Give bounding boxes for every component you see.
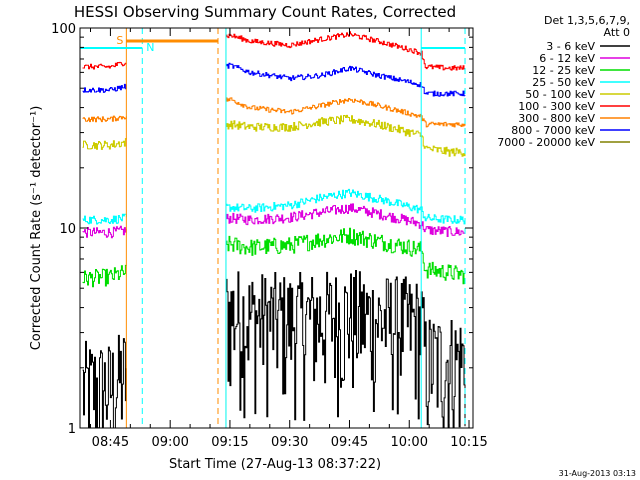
marker-layer: SN — [80, 28, 466, 428]
legend-label-3: 25 - 50 keV — [532, 76, 595, 89]
axis-layer: 08:45 09:00 09:15 09:30 09:45 10:00 10:15 1 10 10… — [51, 22, 488, 450]
series-4-line — [82, 114, 466, 157]
series-3-line — [82, 188, 466, 225]
legend-header-line2: Att 0 — [604, 26, 630, 39]
legend-label-0: 3 - 6 keV — [546, 40, 595, 53]
x-tick-label-0: 08:45 — [92, 435, 129, 450]
y-tick-label-0: 1 — [68, 422, 76, 437]
series-7-line — [82, 62, 466, 97]
series-1-line — [82, 203, 466, 239]
x-tick-label-6: 10:15 — [450, 435, 487, 450]
legend-header-line1: Det 1,3,5,6,7,9, — [544, 14, 630, 27]
timestamp: 31-Aug-2013 03:13 — [559, 469, 636, 478]
series-0-line — [82, 270, 466, 429]
night-flag-label: N — [146, 41, 154, 54]
x-tick-label-3: 09:30 — [271, 435, 308, 450]
legend-label-2: 12 - 25 keV — [532, 64, 595, 77]
series-layer — [82, 31, 466, 429]
x-axis-label: Start Time (27-Aug-13 08:37:22) — [169, 457, 381, 472]
legend-label-6: 300 - 800 keV — [518, 112, 595, 125]
x-tick-label-1: 09:00 — [151, 435, 188, 450]
legend-label-5: 100 - 300 keV — [518, 100, 595, 113]
legend-label-4: 50 - 100 keV — [525, 88, 595, 101]
series-6-line — [82, 97, 466, 128]
x-tick-label-4: 09:45 — [331, 435, 368, 450]
saa-flag-label: S — [116, 34, 123, 47]
y-tick-label-1: 10 — [59, 222, 76, 237]
y-axis-label: Corrected Count Rate (s⁻¹ detector⁻¹) — [29, 106, 44, 351]
legend-label-1: 6 - 12 keV — [539, 52, 595, 65]
series-5-line — [82, 31, 466, 71]
legend-label-7: 800 - 7000 keV — [511, 124, 595, 137]
y-tick-label-2: 100 — [51, 22, 76, 37]
x-tick-label-2: 09:15 — [211, 435, 248, 450]
series-2-line — [82, 227, 466, 288]
chart-title: HESSI Observing Summary Count Rates, Cor… — [74, 3, 456, 21]
x-tick-label-5: 10:00 — [391, 435, 428, 450]
legend-label-8: 7000 - 20000 keV — [497, 136, 595, 149]
